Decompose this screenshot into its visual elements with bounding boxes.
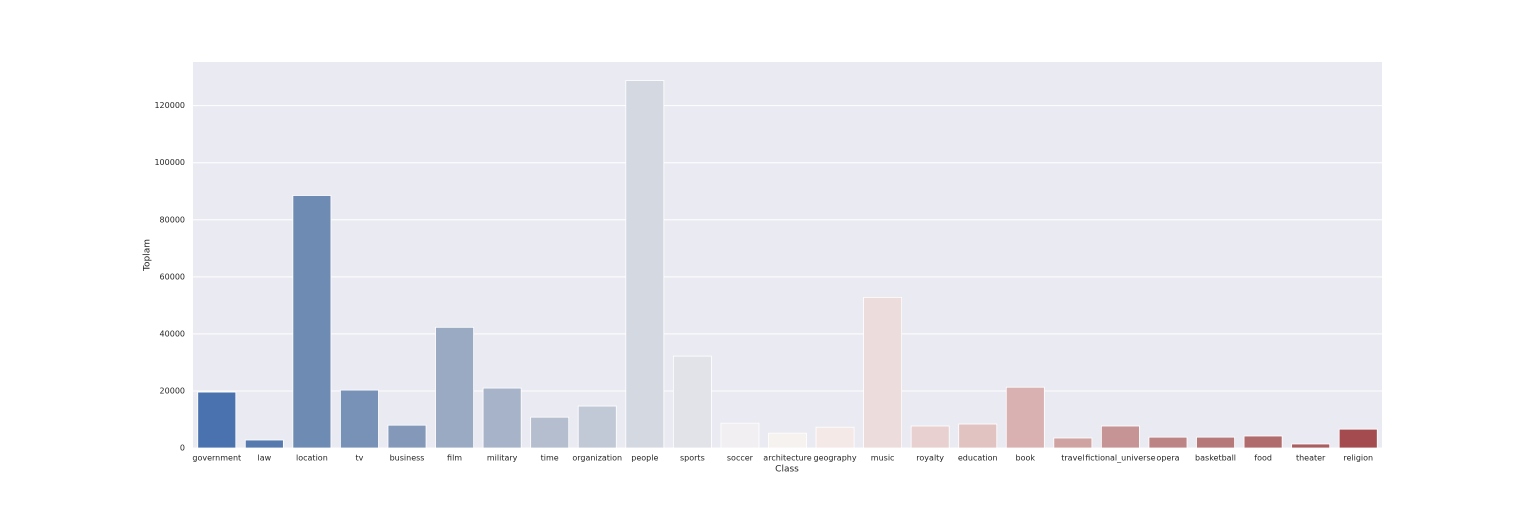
y-tick-label: 100000 <box>154 158 185 167</box>
y-tick-label: 120000 <box>154 101 185 110</box>
x-tick-label: soccer <box>727 454 754 463</box>
bar <box>1005 386 1045 449</box>
x-tick-label: food <box>1254 454 1272 463</box>
bar <box>387 424 427 449</box>
y-tick-label: 0 <box>180 444 185 453</box>
bar <box>625 80 665 449</box>
x-tick-label: business <box>390 454 425 463</box>
bar <box>815 426 855 449</box>
x-tick-label: education <box>958 454 998 463</box>
x-tick-label: tv <box>356 454 364 463</box>
x-tick-label: architecture <box>763 454 811 463</box>
plot-area <box>193 62 1382 448</box>
x-tick-label: law <box>258 454 272 463</box>
x-tick-label: geography <box>814 454 857 463</box>
bar <box>530 416 570 449</box>
x-tick-label: basketball <box>1195 454 1236 463</box>
bar <box>482 387 522 449</box>
x-tick-label: travel <box>1061 454 1084 463</box>
bar <box>1148 436 1188 449</box>
bar <box>672 355 712 449</box>
y-tick-label: 80000 <box>160 215 185 224</box>
bar <box>1196 436 1235 449</box>
bar <box>768 432 807 449</box>
x-tick-label: book <box>1016 454 1036 463</box>
bar <box>244 439 284 449</box>
x-tick-label: fictional_universe <box>1085 454 1155 463</box>
bar <box>292 195 332 449</box>
x-tick-label: government <box>192 454 241 463</box>
y-tick-label: 60000 <box>160 272 185 281</box>
x-tick-label: organization <box>572 454 622 463</box>
bar <box>720 422 760 449</box>
bar <box>340 389 379 449</box>
y-tick-label: 20000 <box>160 386 185 395</box>
x-tick-label: location <box>296 454 328 463</box>
y-axis-label: Toplam <box>143 239 153 272</box>
bar <box>435 326 475 449</box>
bar <box>910 425 950 449</box>
x-tick-label: sports <box>680 454 705 463</box>
bar <box>1100 425 1140 449</box>
x-tick-label: music <box>871 454 895 463</box>
x-tick-label: people <box>631 454 658 463</box>
x-tick-label: royalty <box>916 454 944 463</box>
x-tick-label: film <box>447 454 462 463</box>
bar <box>958 423 998 449</box>
bar <box>197 391 237 449</box>
x-tick-label: opera <box>1156 454 1179 463</box>
bar <box>1291 443 1331 449</box>
bar <box>1053 437 1093 449</box>
x-tick-label: time <box>541 454 559 463</box>
bar <box>863 296 903 449</box>
x-tick-label: military <box>487 454 518 463</box>
x-tick-label: theater <box>1296 454 1326 463</box>
x-tick-label: religion <box>1343 454 1373 463</box>
bar <box>1338 428 1378 449</box>
bar <box>577 405 617 449</box>
y-tick-label: 40000 <box>160 329 185 338</box>
bar <box>1243 435 1283 449</box>
x-axis-label: Class <box>775 465 799 475</box>
